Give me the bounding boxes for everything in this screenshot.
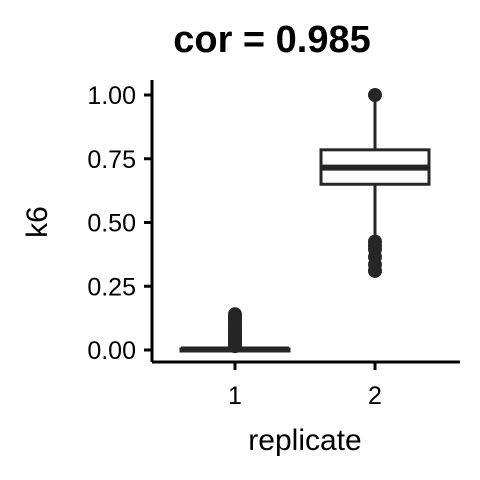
box-2 xyxy=(319,88,431,278)
x-axis-label: replicate xyxy=(248,424,361,457)
chart-title: cor = 0.985 xyxy=(173,19,371,61)
outlier-point xyxy=(368,263,382,278)
y-tick-label: 0.50 xyxy=(87,210,136,238)
outlier-point xyxy=(228,307,242,322)
y-tick-label: 0.25 xyxy=(87,273,136,301)
y-axis-label: k6 xyxy=(21,206,54,238)
box-1 xyxy=(179,307,291,354)
outlier-point xyxy=(368,88,382,102)
y-axis: 0.00 0.25 0.50 0.75 1.00 xyxy=(87,80,154,365)
y-tick-label: 1.00 xyxy=(87,82,136,110)
y-tick-label: 0.00 xyxy=(87,337,136,365)
x-tick-label: 2 xyxy=(368,382,382,410)
x-tick-label: 1 xyxy=(228,382,242,410)
y-tick-label: 0.75 xyxy=(87,146,136,174)
boxes xyxy=(179,88,431,354)
